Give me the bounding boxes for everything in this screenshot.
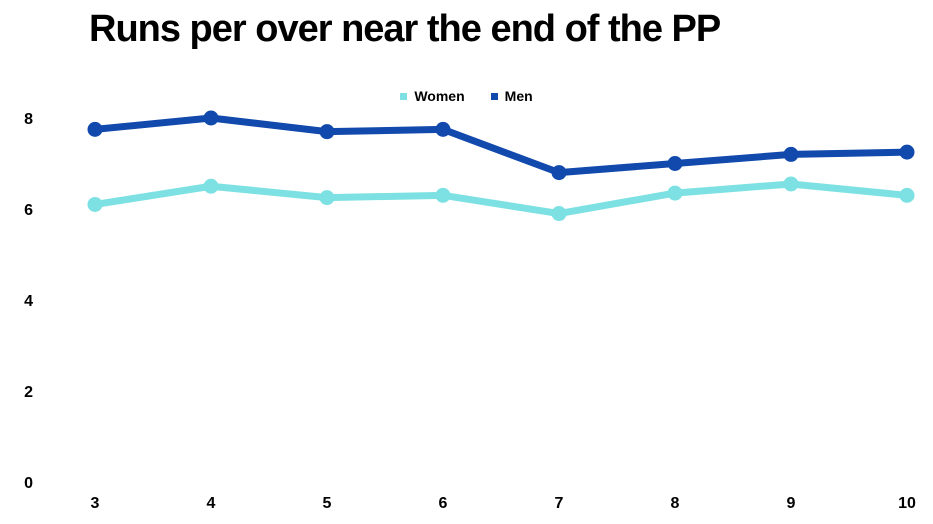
x-axis-tick-label: 10 [898,495,916,512]
data-point-men-10 [899,144,915,160]
x-axis-tick-label: 9 [787,495,796,512]
legend-item-men: Men [490,88,533,104]
legend-label-women: Women [414,88,465,104]
men-series-swatch-icon [490,93,498,100]
data-point-women-6 [435,187,451,203]
y-axis-tick-label: 2 [24,384,33,401]
legend: Women Men [0,88,933,104]
data-point-men-8 [667,156,683,171]
chart-title: Runs per over near the end of the PP [89,8,721,50]
legend-item-women: Women [400,88,465,104]
x-axis-tick-label: 7 [555,495,564,512]
data-point-men-9 [783,146,799,162]
series-line-women [91,180,911,218]
x-axis-tick-label: 6 [439,495,448,512]
x-axis-tick-label: 5 [323,495,332,512]
data-point-men-3 [87,121,103,137]
data-point-women-10 [899,187,915,203]
data-point-women-8 [667,185,683,201]
y-axis-tick-label: 4 [24,293,33,310]
data-point-women-9 [783,176,799,192]
data-point-men-4 [203,110,219,126]
data-point-women-3 [87,196,103,212]
data-point-men-7 [551,165,567,181]
women-series-swatch-icon [400,93,408,100]
y-axis-tick-label: 8 [24,111,33,128]
y-axis-tick-label: 0 [24,475,33,492]
data-point-women-5 [319,190,335,206]
series-line-men [91,114,911,177]
x-axis-tick-label: 3 [91,495,100,512]
data-point-men-6 [435,121,451,137]
x-axis-tick-label: 4 [207,495,216,512]
data-point-women-7 [551,206,567,222]
x-axis-tick-label: 8 [671,495,680,512]
y-axis-tick-label: 6 [24,202,33,219]
legend-label-men: Men [504,88,533,104]
data-point-women-4 [203,178,219,194]
data-point-men-5 [319,124,335,140]
